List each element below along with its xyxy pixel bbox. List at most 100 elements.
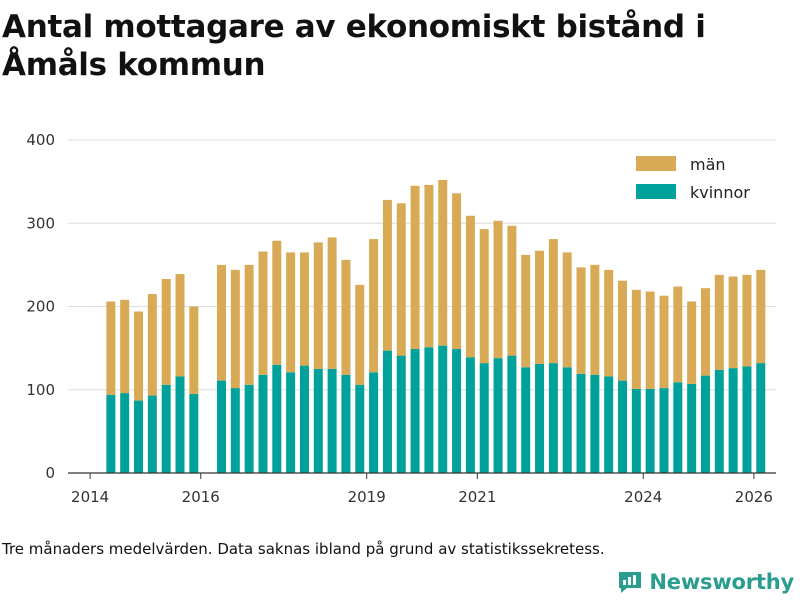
bar-man: [728, 276, 738, 369]
bar-man: [410, 185, 420, 349]
bar-kvinnor: [313, 368, 323, 473]
bar-kvinnor: [438, 345, 448, 473]
bar-kvinnor: [548, 363, 558, 473]
bar-kvinnor: [106, 394, 116, 473]
bar-man: [341, 259, 351, 375]
bar-man: [562, 252, 572, 368]
brand-logo: Newsworthy: [617, 569, 794, 595]
axes: 0 100 200 300 400 2014 2016 2019 2021 2024 2026: [26, 131, 776, 506]
bar-kvinnor: [410, 348, 420, 473]
bar-kvinnor: [479, 363, 489, 473]
gridlines: [68, 139, 776, 391]
bar-man: [479, 229, 489, 364]
chart-title: Antal mottagare av ekonomiskt bistånd i …: [2, 9, 706, 83]
bar-man: [134, 311, 144, 401]
newsworthy-logo-icon: [619, 572, 642, 593]
legend-swatch-kvinnor: [636, 184, 676, 199]
bar-man: [147, 294, 157, 396]
bar-kvinnor: [244, 384, 254, 473]
bar-kvinnor: [700, 375, 710, 473]
bar-man: [258, 251, 268, 375]
bar-kvinnor: [618, 380, 628, 473]
bar-man: [659, 295, 669, 389]
bar-man: [244, 264, 254, 385]
bar-kvinnor: [286, 372, 296, 473]
legend-label-kvinnor: kvinnor: [690, 183, 750, 202]
bar-kvinnor: [742, 366, 752, 473]
bar-man: [756, 269, 766, 364]
y-tick-label: 0: [45, 464, 55, 482]
x-tick-label: 2021: [458, 488, 496, 506]
bar-man: [327, 237, 337, 369]
bar-man: [286, 252, 296, 373]
bar-kvinnor: [134, 400, 144, 473]
bar-kvinnor: [382, 350, 392, 473]
bar-man: [396, 203, 406, 356]
y-tick-label: 200: [26, 298, 55, 316]
bar-man: [700, 288, 710, 376]
bar-man: [576, 267, 586, 374]
bar-kvinnor: [493, 358, 503, 473]
bar-kvinnor: [327, 368, 337, 473]
bar-man: [120, 299, 130, 394]
bar-man: [687, 301, 697, 384]
x-tick-label: 2024: [624, 488, 662, 506]
bar-man: [673, 286, 683, 383]
bar-kvinnor: [659, 388, 669, 473]
bar-kvinnor: [507, 355, 517, 473]
bar-kvinnor: [120, 393, 130, 473]
bar-kvinnor: [299, 365, 309, 473]
bar-man: [465, 215, 475, 358]
bar-man: [369, 239, 379, 373]
bar-chart: 0 100 200 300 400 2014 2016 2019 2021 2024 2026 mä…: [26, 131, 776, 506]
bar-man: [521, 254, 531, 368]
bar-kvinnor: [465, 357, 475, 473]
legend: män kvinnor: [636, 155, 750, 202]
bar-kvinnor: [631, 388, 641, 473]
y-tick-label: 300: [26, 214, 55, 232]
bar-kvinnor: [369, 372, 379, 473]
bar-man: [535, 250, 545, 364]
bar-man: [438, 179, 448, 346]
bar-kvinnor: [673, 382, 683, 473]
bar-kvinnor: [175, 376, 185, 473]
bars: [106, 179, 766, 473]
brand-name: Newsworthy: [649, 570, 794, 594]
bar-man: [590, 264, 600, 375]
x-tick-label: 2026: [735, 488, 773, 506]
bar-kvinnor: [645, 388, 655, 473]
bar-kvinnor: [756, 363, 766, 473]
bar-kvinnor: [216, 380, 226, 473]
bar-man: [631, 289, 641, 389]
x-tick-label: 2014: [71, 488, 109, 506]
bar-kvinnor: [728, 368, 738, 473]
bar-kvinnor: [687, 383, 697, 473]
bar-man: [355, 284, 365, 385]
bar-kvinnor: [396, 355, 406, 473]
bar-man: [604, 269, 614, 377]
x-tick-label: 2019: [348, 488, 386, 506]
bar-man: [452, 193, 462, 349]
legend-label-man: män: [690, 155, 726, 174]
bar-man: [106, 301, 116, 395]
bar-kvinnor: [590, 374, 600, 473]
bar-man: [272, 240, 282, 365]
bar-man: [493, 220, 503, 359]
bar-kvinnor: [452, 348, 462, 473]
bar-kvinnor: [562, 367, 572, 473]
bar-kvinnor: [147, 395, 157, 473]
y-tick-label: 400: [26, 131, 55, 149]
bar-kvinnor: [272, 364, 282, 473]
bar-man: [742, 274, 752, 367]
legend-swatch-man: [636, 156, 676, 171]
bar-kvinnor: [535, 363, 545, 473]
bar-man: [175, 274, 185, 377]
footnote: Tre månaders medelvärden. Data saknas ib…: [2, 540, 605, 558]
bar-kvinnor: [521, 367, 531, 473]
bar-kvinnor: [576, 373, 586, 473]
bar-kvinnor: [714, 369, 724, 473]
y-tick-label: 100: [26, 381, 55, 399]
bar-kvinnor: [189, 393, 199, 473]
bar-man: [299, 252, 309, 366]
bar-kvinnor: [341, 374, 351, 473]
